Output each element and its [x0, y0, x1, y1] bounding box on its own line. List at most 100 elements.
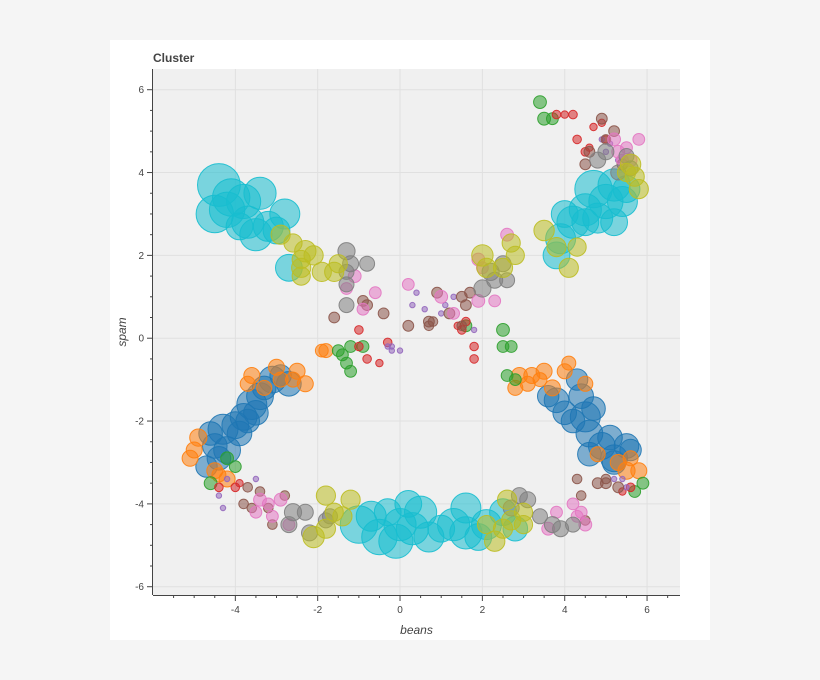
data-point [402, 319, 415, 332]
x-tick-label: 4 [562, 605, 568, 616]
data-point [572, 134, 582, 145]
data-point [450, 492, 482, 524]
data-point [470, 326, 478, 334]
series-1 [195, 163, 641, 559]
data-point [496, 323, 510, 337]
data-point [560, 408, 586, 434]
data-point [252, 475, 260, 483]
data-point [401, 278, 415, 291]
data-point [442, 301, 449, 309]
data-point [532, 372, 548, 388]
data-point [239, 375, 256, 392]
data-point [597, 143, 615, 161]
data-point [261, 497, 275, 511]
chart-card: Cluster -4 -2 0 2 4 6 -6 -4 -2 0 2 4 6 beans spam [110, 40, 710, 640]
data-point [622, 450, 639, 467]
data-point [238, 498, 249, 510]
data-point [272, 371, 289, 388]
data-point [356, 302, 370, 316]
data-point [533, 219, 555, 242]
data-point [597, 424, 623, 451]
axes: -4 -2 0 2 4 6 -6 -4 -2 0 2 4 6 [135, 69, 680, 616]
data-point [434, 289, 449, 304]
data-point [513, 515, 534, 535]
data-point [508, 373, 522, 387]
data-point [619, 475, 626, 483]
data-point [396, 347, 404, 354]
data-point [532, 508, 548, 525]
y-tick-label: 6 [138, 85, 144, 96]
data-point [492, 257, 514, 278]
data-point [571, 473, 583, 485]
data-point [388, 347, 395, 354]
data-point [607, 132, 622, 147]
x-axis-label: beans [400, 623, 433, 637]
data-point [488, 294, 502, 308]
data-point [283, 233, 303, 253]
data-point [266, 509, 279, 523]
data-point [566, 497, 580, 511]
data-point [577, 375, 594, 392]
data-point [340, 356, 353, 370]
x-tick-label: -4 [231, 605, 240, 616]
data-point [636, 476, 650, 490]
x-tick-label: -2 [313, 605, 322, 616]
y-tick-label: -4 [135, 499, 144, 510]
data-point [328, 254, 348, 274]
y-axis-label: spam [115, 317, 129, 346]
data-point [315, 485, 336, 506]
data-point [324, 502, 344, 522]
x-tick-label: 0 [397, 605, 403, 616]
data-point [291, 249, 311, 270]
data-point [273, 492, 288, 507]
data-point [551, 109, 562, 120]
data-point [359, 255, 376, 272]
data-point [228, 460, 242, 474]
data-point [505, 245, 525, 265]
data-point [377, 307, 390, 320]
data-point [450, 293, 457, 300]
data-point [235, 408, 260, 434]
data-point [567, 237, 587, 257]
data-point [568, 109, 578, 120]
x-tick-label: 2 [480, 605, 486, 616]
data-point [558, 257, 579, 278]
data-point [610, 475, 618, 483]
data-point [340, 489, 361, 510]
data-point [215, 492, 223, 499]
data-point [561, 355, 577, 371]
data-point [423, 320, 435, 332]
data-point [368, 286, 382, 300]
data-point [296, 503, 314, 521]
y-tick-label: 0 [138, 334, 144, 345]
data-point [632, 133, 646, 146]
data-point [476, 515, 497, 535]
series-10 [270, 153, 649, 552]
data-point [375, 358, 384, 368]
data-point [223, 475, 231, 483]
data-point [565, 516, 581, 533]
data-point [220, 451, 234, 466]
data-point [600, 473, 612, 485]
chart-title: Cluster [153, 51, 195, 65]
x-tick-label: 6 [644, 605, 650, 616]
data-point [628, 179, 649, 200]
data-point [394, 490, 423, 518]
data-point [550, 200, 579, 228]
series-3 [181, 343, 648, 488]
y-tick-label: 4 [138, 168, 144, 179]
data-point [579, 158, 592, 171]
data-point [243, 176, 277, 210]
data-point [427, 514, 456, 543]
data-point [438, 310, 445, 317]
data-point [575, 490, 587, 501]
data-point [623, 484, 630, 491]
data-point [460, 299, 472, 312]
data-point [413, 289, 420, 296]
data-point [616, 162, 637, 183]
data-point [612, 481, 625, 494]
data-point [600, 208, 629, 237]
data-point [421, 306, 428, 313]
data-point [362, 354, 372, 364]
data-point [256, 379, 273, 396]
